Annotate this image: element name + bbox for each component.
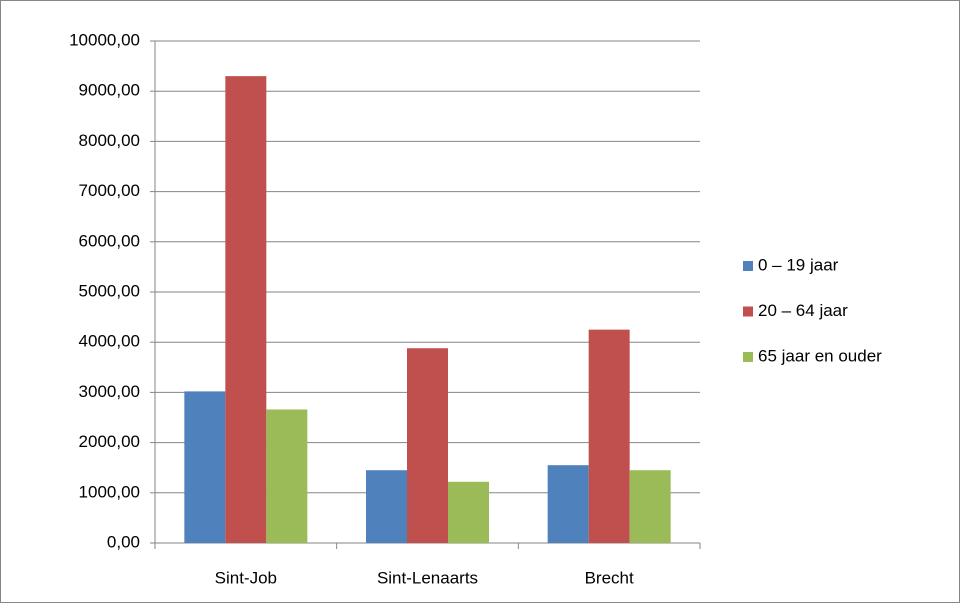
bar xyxy=(366,470,407,543)
bar xyxy=(407,348,448,543)
bar xyxy=(629,470,671,543)
legend-swatch xyxy=(743,306,753,317)
bar xyxy=(225,76,267,543)
y-tick-label: 3000,00 xyxy=(79,382,140,401)
bar xyxy=(547,465,589,543)
x-tick-label: Sint-Job xyxy=(215,568,277,587)
y-tick-label: 4000,00 xyxy=(79,332,140,351)
y-tick-label: 8000,00 xyxy=(79,131,140,150)
y-tick-label: 10000,00 xyxy=(69,30,140,49)
legend-label: 20 – 64 jaar xyxy=(758,301,848,320)
y-tick-label: 7000,00 xyxy=(79,181,140,200)
y-tick-label: 9000,00 xyxy=(79,81,140,100)
x-tick-label: Brecht xyxy=(585,568,634,587)
bar xyxy=(184,391,226,543)
y-tick-label: 0,00 xyxy=(107,532,140,551)
y-tick-label: 1000,00 xyxy=(79,482,140,501)
legend-label: 0 – 19 jaar xyxy=(758,255,839,274)
legend-swatch xyxy=(743,261,753,271)
bar xyxy=(266,409,308,543)
y-tick-label: 5000,00 xyxy=(79,281,140,300)
x-tick-label: Sint-Lenaarts xyxy=(377,568,478,587)
y-tick-label: 6000,00 xyxy=(79,231,140,250)
legend-swatch xyxy=(743,352,753,362)
legend-label: 65 jaar en ouder xyxy=(758,346,882,365)
y-tick-label: 2000,00 xyxy=(79,432,140,451)
bar xyxy=(588,329,630,543)
bar xyxy=(448,481,489,543)
